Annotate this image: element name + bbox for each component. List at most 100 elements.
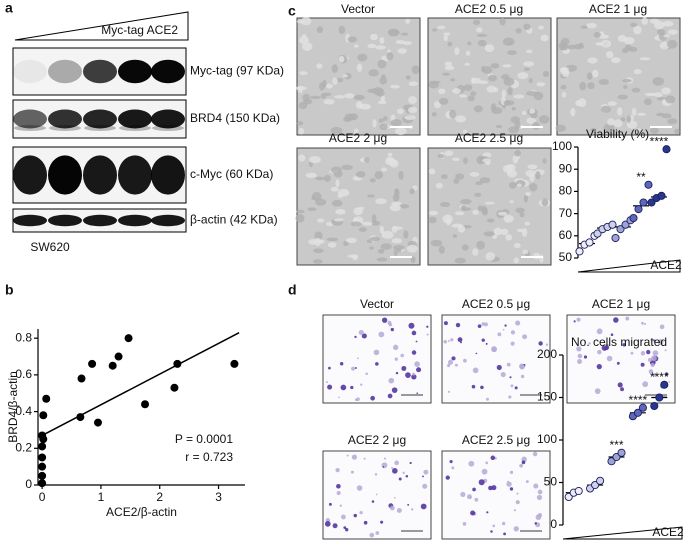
blot-band <box>48 109 82 129</box>
cell <box>345 528 349 532</box>
cell <box>623 85 628 89</box>
x-axis-label: ACE2 <box>650 258 682 272</box>
cell <box>428 210 439 216</box>
cell <box>506 163 516 171</box>
cell <box>337 188 350 197</box>
point <box>585 238 594 247</box>
cell <box>617 35 627 42</box>
cell <box>622 343 626 347</box>
cell <box>447 41 453 47</box>
micrograph <box>441 314 551 404</box>
cell <box>350 221 362 227</box>
cell <box>315 198 327 206</box>
cell <box>332 77 338 85</box>
cell <box>648 369 654 374</box>
cell <box>381 317 388 323</box>
cell <box>389 505 395 511</box>
cell <box>398 204 410 209</box>
cell <box>514 150 521 157</box>
cell <box>454 257 467 264</box>
micrograph <box>427 17 552 136</box>
cell <box>561 68 570 78</box>
cell <box>391 238 403 244</box>
annotation: P = 0.0001 <box>175 432 233 446</box>
cell <box>369 246 374 250</box>
y-tick-label: 0.4 <box>15 404 32 418</box>
cell <box>412 372 416 376</box>
cell <box>613 119 623 128</box>
cell <box>341 164 353 171</box>
cell <box>600 39 612 48</box>
gradient-triangle <box>14 11 189 41</box>
cell <box>605 51 614 59</box>
cell <box>560 67 569 71</box>
cell <box>460 491 466 497</box>
cell <box>449 109 456 119</box>
cell <box>457 337 463 343</box>
cell <box>449 460 453 464</box>
cell <box>519 212 525 218</box>
cell <box>607 118 615 126</box>
cell <box>409 461 412 465</box>
cell <box>653 339 656 342</box>
cell <box>338 25 346 34</box>
panel-label: d <box>288 282 297 298</box>
cell <box>408 81 419 87</box>
cell <box>397 108 404 115</box>
image-title: ACE2 0.5 μg <box>462 297 530 311</box>
cell <box>447 364 451 368</box>
cell <box>416 367 422 373</box>
cell <box>374 473 378 476</box>
cell <box>342 74 348 78</box>
cell <box>315 176 325 181</box>
cell <box>381 167 387 172</box>
x-tick-label: 2 <box>156 490 163 504</box>
image-title: ACE2 2.5 μg <box>462 433 530 447</box>
cell <box>529 108 536 115</box>
cell <box>477 39 487 47</box>
cell <box>455 173 465 180</box>
cell <box>428 216 437 224</box>
cell <box>354 335 357 339</box>
cell <box>521 110 527 116</box>
cell <box>375 198 387 205</box>
x-tick-label: 1 <box>98 490 105 504</box>
cell <box>499 17 506 26</box>
point <box>574 486 583 496</box>
cell <box>524 221 531 226</box>
significance: **** <box>650 370 669 384</box>
gradient-triangle <box>577 259 681 273</box>
annotation: r = 0.723 <box>185 450 233 464</box>
cell <box>644 92 657 97</box>
cell <box>536 82 546 87</box>
cell <box>534 522 538 525</box>
cell <box>451 356 456 361</box>
cell <box>659 324 665 330</box>
cell <box>353 513 357 518</box>
cell <box>388 377 395 384</box>
cell <box>470 510 476 516</box>
y-tick-label: 150 <box>537 390 557 404</box>
cell <box>459 94 468 98</box>
cell <box>371 214 377 223</box>
cell <box>477 324 482 329</box>
point <box>633 408 642 417</box>
cell <box>364 157 370 163</box>
cell <box>500 372 506 378</box>
cell <box>311 192 322 201</box>
cell <box>662 20 674 27</box>
cell <box>525 170 536 177</box>
cell <box>295 214 305 223</box>
cell <box>653 92 663 98</box>
cell <box>325 83 333 89</box>
cell <box>616 361 620 365</box>
cell <box>356 397 360 401</box>
point <box>638 403 647 412</box>
cell <box>515 28 522 34</box>
cell <box>502 328 505 331</box>
cell <box>326 237 339 242</box>
cell <box>394 127 407 135</box>
cell <box>515 207 525 214</box>
cell <box>542 70 550 77</box>
image-title: Vector <box>360 297 394 311</box>
